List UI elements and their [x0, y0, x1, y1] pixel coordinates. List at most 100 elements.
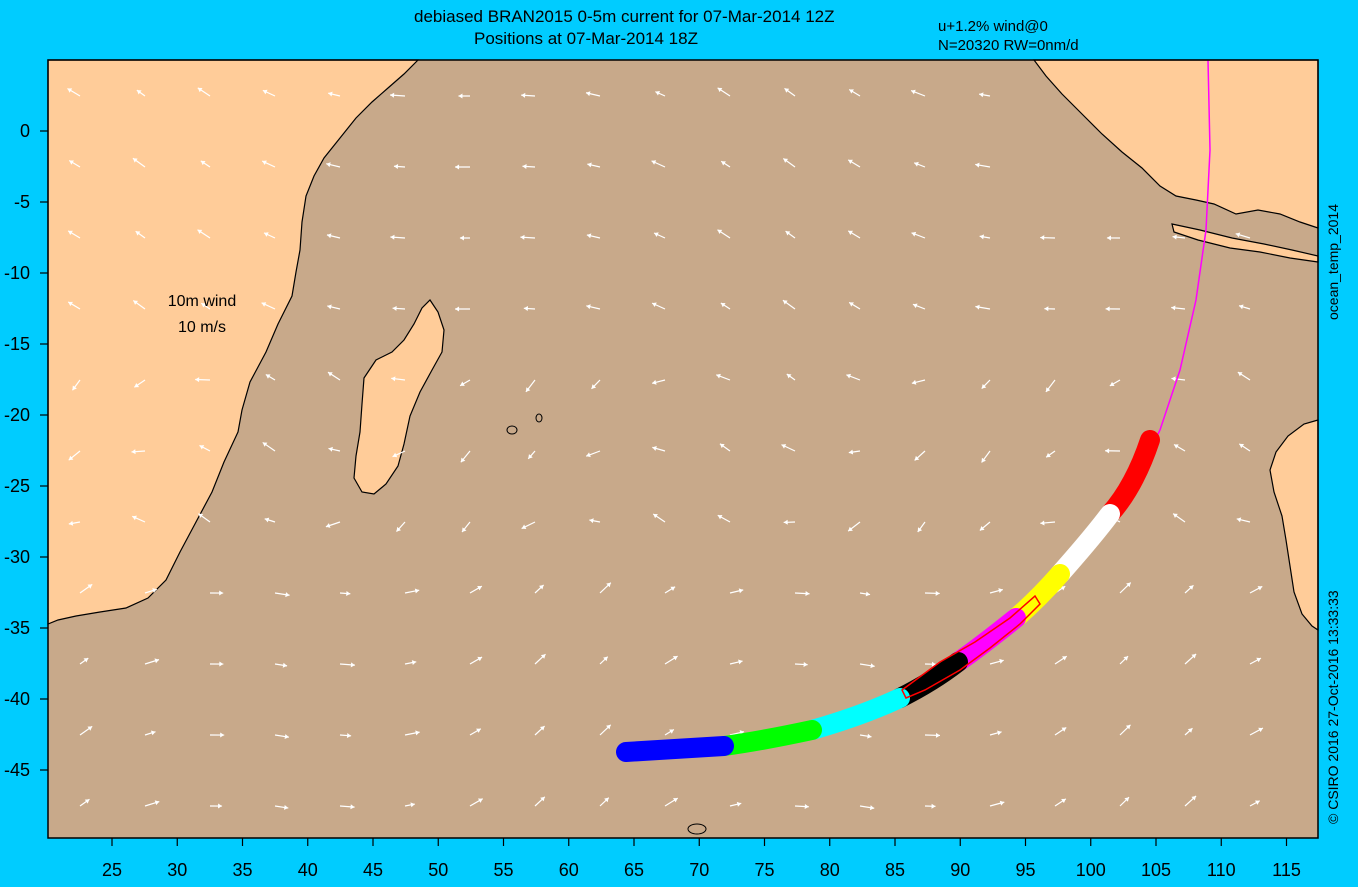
- wind-arrow-head: [1258, 727, 1263, 733]
- wind-arrow-head: [135, 231, 141, 236]
- wind-arrow-head: [477, 798, 483, 803]
- x-tick-label: 60: [559, 860, 579, 880]
- wind-arrow-head: [669, 729, 674, 734]
- wind-arrow-head: [587, 162, 592, 168]
- wind-arrow-head: [539, 584, 544, 590]
- y-axis: 0 -5 -10 -15 -20 -25 -30 -35 -40 -45: [4, 121, 48, 780]
- wind-arrow-head: [586, 304, 591, 310]
- x-tick-label: 90: [950, 860, 970, 880]
- x-tick-label: 100: [1076, 860, 1106, 880]
- wind-arrow-head: [914, 455, 920, 461]
- wind-arrow-head: [326, 233, 332, 239]
- wind-arrow-head: [328, 446, 333, 452]
- wind-arrow-head: [846, 373, 852, 379]
- wind-arrow-head: [390, 234, 395, 240]
- wind-arrow-head: [981, 457, 986, 463]
- wind-arrow-head: [528, 454, 533, 459]
- wind-arrow-head: [1061, 727, 1067, 732]
- y-tick-label: -5: [14, 192, 30, 212]
- wind-arrow-head: [653, 513, 658, 519]
- wind-arrow-head: [68, 301, 73, 307]
- australia-landmass: [1269, 419, 1319, 632]
- drift-segment-blue: [616, 736, 734, 762]
- wind-arrow-head: [1040, 520, 1045, 526]
- wind-arrow-head: [525, 387, 531, 392]
- x-tick-label: 50: [428, 860, 448, 880]
- x-tick-label: 75: [754, 860, 774, 880]
- wind-arrow-head: [586, 233, 592, 239]
- wind-arrow-head: [1123, 656, 1129, 661]
- wind-arrow-head: [390, 92, 395, 98]
- wind-arrow-head: [1173, 444, 1179, 449]
- wind-arrow-head: [218, 803, 223, 809]
- wind-arrow-head: [1171, 305, 1176, 311]
- plot-frame: [47, 59, 1319, 839]
- wind-arrow-head: [327, 372, 333, 377]
- x-tick-label: 45: [363, 860, 383, 880]
- wind-arrow-head: [219, 590, 224, 596]
- wind-arrow-head: [285, 592, 290, 598]
- wind-arrow-head: [848, 526, 853, 532]
- wind-arrow-head: [455, 164, 460, 170]
- wind-arrow-head: [87, 584, 93, 589]
- wind-arrow-head: [325, 523, 331, 528]
- wind-arrow-head: [262, 89, 268, 95]
- wind-arrow-head: [935, 732, 940, 738]
- wind-arrow-head: [1239, 443, 1245, 449]
- wind-arrow-head: [979, 234, 985, 240]
- wind-arrow-head: [1173, 513, 1178, 518]
- wind-arrow-head: [326, 162, 331, 168]
- kerguelen-island: [687, 823, 707, 835]
- wind-arrow-head: [200, 160, 206, 166]
- wind-arrow-head: [781, 444, 787, 449]
- wind-arrow-head: [67, 88, 73, 93]
- wind-arrow-head: [717, 514, 723, 520]
- wind-arrow-head: [1187, 728, 1193, 733]
- wind-arrow-head: [68, 455, 74, 461]
- wind-arrow-head: [68, 230, 73, 236]
- wind-arrow-head: [521, 524, 527, 530]
- wind-arrow-head: [328, 91, 333, 97]
- wind-arrow-head: [1040, 235, 1045, 241]
- title-line-1: debiased BRAN2015 0-5m current for 07-Ma…: [414, 7, 835, 26]
- wind-arrow-head: [520, 234, 525, 240]
- wind-arrow-head: [154, 800, 160, 806]
- wind-arrow-head: [1255, 800, 1260, 805]
- wind-arrow-head: [265, 374, 271, 379]
- wind-arrow-head: [522, 163, 527, 169]
- wind-arrow-head: [1239, 304, 1244, 310]
- wind-arrow-head: [975, 304, 980, 310]
- wind-arrow-head: [72, 385, 77, 391]
- wind-arrow-head: [721, 161, 726, 166]
- wind-arrow-head: [652, 446, 657, 451]
- wind-arrow-head: [459, 235, 464, 241]
- wind-arrow-head: [912, 303, 918, 309]
- y-tick-label: -25: [4, 476, 30, 496]
- y-tick-label: -45: [4, 760, 30, 780]
- wind-arrow-head: [350, 662, 355, 668]
- wind-arrow-head: [606, 724, 611, 730]
- wind-arrow-head: [998, 588, 1003, 593]
- wind-arrow-head: [719, 443, 725, 449]
- wind-arrow-head: [865, 591, 871, 597]
- wind-arrow-head: [786, 374, 792, 379]
- wind-arrow-head: [391, 376, 396, 382]
- wind-arrow-head: [198, 513, 204, 519]
- wind-arrow-head: [782, 300, 788, 305]
- x-tick-label: 105: [1141, 860, 1171, 880]
- wind-arrow-head: [1172, 234, 1177, 240]
- wind-arrow-head: [1171, 376, 1176, 382]
- wind-arrow-head: [1188, 585, 1194, 590]
- wind-arrow-head: [264, 517, 270, 523]
- wind-arrow-head: [1105, 448, 1110, 454]
- wind-arrow-head: [521, 92, 526, 98]
- model-label: ocean_temp_2014: [1325, 204, 1341, 320]
- wind-arrow-head: [1124, 797, 1130, 802]
- wind-arrow-head: [1109, 381, 1115, 387]
- wind-arrow-head: [1235, 232, 1241, 238]
- wind-arrow-head: [911, 89, 916, 95]
- wind-arrow-head: [914, 161, 919, 167]
- x-axis: 25 30 35 40 45 50 55 60 65 70 75 80 85 90 95 100 105 110 1…: [102, 838, 1301, 880]
- wind-arrow-head: [848, 159, 853, 165]
